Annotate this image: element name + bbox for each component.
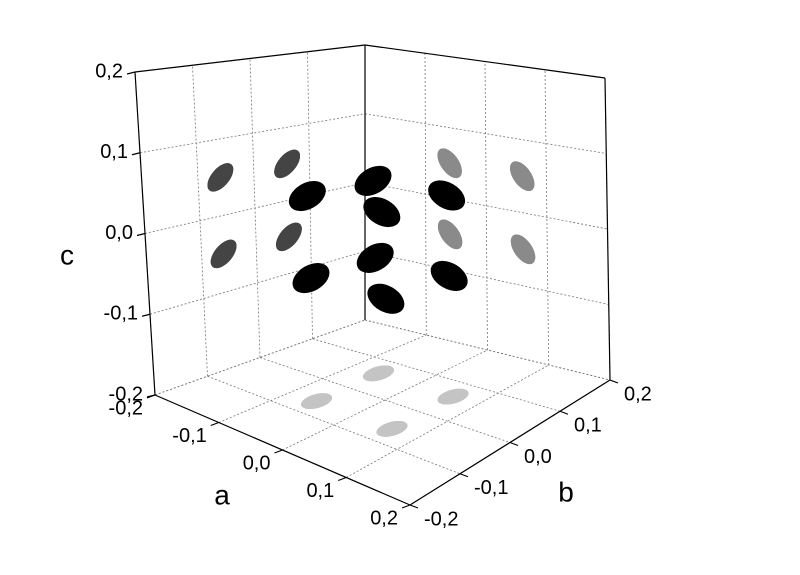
tick-mark — [409, 504, 419, 509]
z-tick-label: -0,1 — [104, 303, 138, 325]
tick-mark — [274, 449, 283, 454]
z-tick-label: -0,2 — [109, 383, 143, 405]
x-tick-label: 0,0 — [243, 452, 271, 474]
tick-mark — [210, 421, 219, 427]
point-cluster — [363, 196, 401, 228]
grid-line — [484, 61, 488, 351]
grid-line — [346, 364, 549, 478]
y-tick-label: 0,1 — [574, 415, 602, 437]
grid-line — [144, 182, 366, 234]
y-tick-label: -0,1 — [474, 477, 508, 499]
grid-line — [312, 338, 561, 412]
z-tick-label: 0,0 — [105, 222, 133, 244]
grid-line — [149, 250, 366, 315]
grid-line — [259, 357, 511, 443]
grid-line — [154, 319, 366, 396]
grid-line — [364, 182, 608, 230]
point-cluster — [367, 283, 405, 314]
grid-line — [218, 334, 427, 423]
z-tick-label: 0,2 — [95, 60, 123, 82]
tick-mark — [401, 504, 411, 509]
x-axis-label: a — [214, 479, 230, 510]
axis-line — [364, 44, 606, 79]
x-tick-label: 0,2 — [370, 507, 398, 529]
a-wall-projection — [210, 239, 237, 269]
floor-projection — [376, 420, 408, 437]
axis-line — [134, 44, 366, 73]
x-tick-label: -0,2 — [109, 397, 143, 419]
floor-projection — [362, 365, 395, 382]
a-wall-projection — [274, 149, 301, 179]
tick-mark — [146, 394, 156, 398]
b-wall-projection — [437, 148, 462, 179]
grid-line — [207, 375, 461, 475]
grid-line — [364, 113, 607, 154]
x-tick-label: 0,1 — [306, 480, 334, 502]
axis-line — [604, 77, 611, 381]
floor-projection — [437, 388, 469, 405]
y-axis-label: b — [558, 476, 574, 507]
tick-mark — [131, 152, 141, 156]
z-tick-label: 0,1 — [100, 141, 128, 163]
b-wall-projection — [510, 234, 536, 265]
point-cluster — [428, 180, 466, 211]
point-cluster — [292, 263, 330, 294]
tick-mark — [141, 313, 151, 317]
tick-mark — [338, 476, 347, 482]
y-tick-label: 0,0 — [524, 446, 552, 468]
point-cluster — [356, 242, 394, 273]
tick-mark — [559, 410, 569, 415]
a-wall-projection — [275, 222, 302, 252]
tick-mark — [459, 473, 469, 478]
b-wall-projection — [437, 219, 463, 250]
tick-mark — [609, 379, 619, 384]
y-tick-label: -0,2 — [424, 508, 458, 530]
tick-mark — [136, 232, 146, 237]
floor-projection — [300, 393, 333, 410]
tick-mark — [509, 441, 519, 447]
x-tick-label: -0,1 — [172, 425, 206, 447]
point-cluster — [430, 260, 468, 291]
y-tick-label: 0,2 — [624, 383, 652, 405]
b-wall-projection — [509, 161, 535, 192]
z-axis-label: c — [60, 239, 74, 270]
a-wall-projection — [207, 163, 234, 192]
tick-mark — [126, 71, 136, 75]
point-cluster — [354, 165, 392, 196]
grid-line — [544, 69, 550, 366]
grid-line — [364, 250, 609, 305]
point-cluster — [288, 180, 326, 212]
